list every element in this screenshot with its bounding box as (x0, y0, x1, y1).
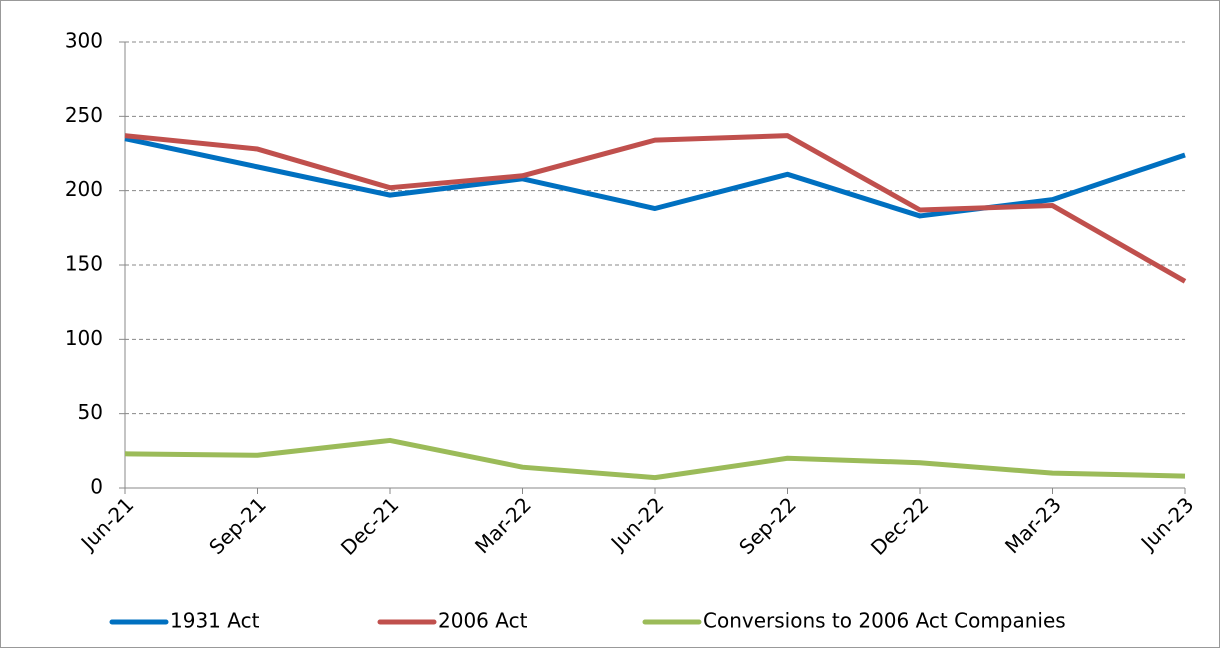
y-tick-label: 200 (65, 177, 103, 201)
y-tick-label: 100 (65, 326, 103, 350)
y-tick-label: 0 (90, 475, 103, 499)
legend-label: Conversions to 2006 Act Companies (703, 609, 1066, 633)
series-line (124, 133, 1187, 284)
y-tick-label: 50 (78, 400, 103, 424)
y-tick-label: 250 (65, 103, 103, 127)
y-tick-label: 300 (65, 29, 103, 53)
legend-label: 2006 Act (438, 609, 528, 633)
series-line (124, 437, 1186, 481)
legend-label: 1931 Act (170, 609, 260, 633)
y-tick-label: 150 (65, 252, 103, 276)
